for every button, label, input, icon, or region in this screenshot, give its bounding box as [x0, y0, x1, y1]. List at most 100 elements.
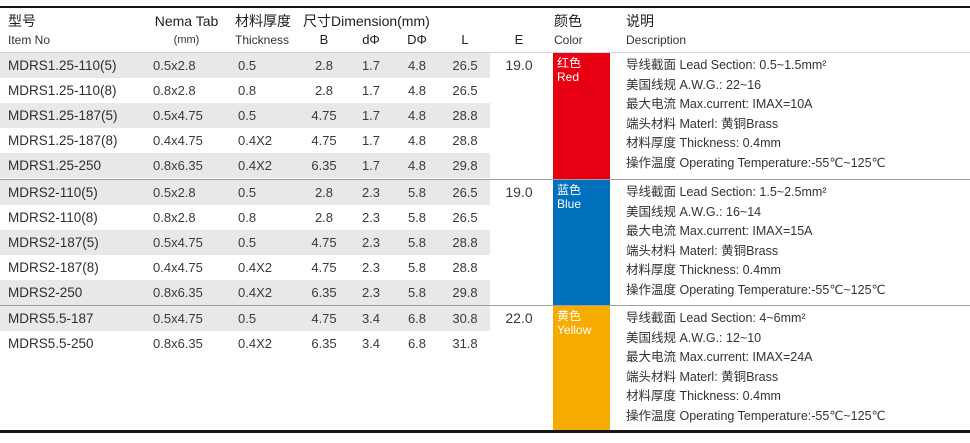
cell-thickness: 0.5 — [238, 235, 257, 250]
description-line: 材料厚度 Thickness: 0.4mm — [626, 263, 781, 277]
cell-d-small: 1.7 — [361, 158, 381, 173]
col-header-nema-tab: Nema Tab (mm) — [145, 8, 228, 52]
table-row: MDRS1.25-110(8) 0.8x2.8 0.8 2.8 1.7 4.8 … — [0, 78, 490, 103]
description-block: 导线截面 Lead Section: 0.5~1.5mm² 美国线规 A.W.G… — [610, 53, 970, 179]
cell-nema-tab: 0.4x4.75 — [153, 133, 203, 148]
cell-d-small: 1.7 — [361, 133, 381, 148]
cell-thickness: 0.5 — [238, 108, 257, 123]
description-line: 端头材料 Materl: 黄铜Brass — [626, 116, 779, 131]
color-swatch-yellow: 黄色 Yellow — [553, 306, 610, 430]
cell-e-value: 19.0 — [505, 184, 533, 200]
description-line: 操作温度 Operating Temperature:-55℃~125℃ — [626, 155, 886, 170]
cell-item-no: MDRS1.25-187(8) — [8, 133, 118, 148]
cell-d-small: 1.7 — [361, 58, 381, 73]
cell-b: 4.75 — [311, 235, 337, 250]
description-line: 导线截面 Lead Section: 0.5~1.5mm² — [626, 58, 827, 72]
description-line: 操作温度 Operating Temperature:-55℃~125℃ — [626, 282, 886, 297]
cell-nema-tab: 0.5x4.75 — [153, 311, 203, 326]
table-row: MDRS1.25-250 0.8x6.35 0.4X2 6.35 1.7 4.8… — [0, 153, 490, 178]
cell-b: 6.35 — [311, 158, 337, 173]
cell-b: 2.8 — [314, 83, 334, 98]
cell-item-no: MDRS1.25-250 — [8, 158, 102, 173]
col-header-thickness: 材料厚度 Thickness — [228, 8, 300, 52]
col-header-d-small: dΦ — [362, 32, 380, 47]
cell-item-no: MDRS5.5-250 — [8, 336, 94, 351]
col-header-color: 颜色 Color — [548, 8, 610, 52]
description-block: 导线截面 Lead Section: 1.5~2.5mm² 美国线规 A.W.G… — [610, 180, 970, 305]
cell-thickness: 0.4X2 — [238, 285, 272, 300]
color-cell: 红色 Red — [548, 53, 610, 179]
spec-group-yellow: MDRS5.5-187 0.5x4.75 0.5 4.75 3.4 6.8 30… — [0, 305, 970, 430]
description-line: 端头材料 Materl: 黄铜Brass — [626, 369, 779, 384]
cell-d-big: 4.8 — [407, 83, 427, 98]
cell-b: 6.35 — [311, 285, 337, 300]
cell-item-no: MDRS1.25-110(5) — [8, 58, 117, 73]
col-header-dimension-label: 尺寸Dimension(mm) — [303, 13, 430, 29]
spec-group-red: MDRS1.25-110(5) 0.5x2.8 0.5 2.8 1.7 4.8 … — [0, 53, 970, 179]
description-block: 导线截面 Lead Section: 4~6mm² 美国线规 A.W.G.: 1… — [610, 306, 970, 430]
cell-nema-tab: 0.5x4.75 — [153, 108, 203, 123]
cell-item-no: MDRS2-110(8) — [8, 210, 98, 225]
cell-d-small: 2.3 — [361, 260, 381, 275]
cell-item-no: MDRS1.25-187(5) — [8, 108, 118, 123]
cell-b: 4.75 — [311, 311, 337, 326]
cell-nema-tab: 0.4x4.75 — [153, 260, 203, 275]
cell-d-big: 4.8 — [407, 108, 427, 123]
cell-d-small: 2.3 — [361, 210, 381, 225]
col-header-l: L — [461, 32, 469, 47]
col-header-item-no-en: Item No — [8, 33, 51, 47]
cell-item-no: MDRS2-250 — [8, 285, 83, 300]
cell-l: 31.8 — [452, 336, 478, 351]
table-row: MDRS2-250 0.8x6.35 0.4X2 6.35 2.3 5.8 29… — [0, 280, 490, 305]
cell-e-value: 22.0 — [505, 310, 533, 326]
table-row: MDRS1.25-110(5) 0.5x2.8 0.5 2.8 1.7 4.8 … — [0, 53, 490, 78]
cell-thickness: 0.4X2 — [238, 260, 272, 275]
col-header-thickness-en: Thickness — [235, 33, 290, 47]
cell-d-small: 2.3 — [361, 235, 381, 250]
cell-thickness: 0.5 — [238, 58, 257, 73]
color-name-zh: 红色 — [557, 56, 582, 70]
cell-b: 4.75 — [311, 260, 337, 275]
cell-l: 26.5 — [452, 58, 478, 73]
color-swatch-red: 红色 Red — [553, 53, 610, 179]
group-rows: MDRS5.5-187 0.5x4.75 0.5 4.75 3.4 6.8 30… — [0, 306, 490, 430]
table-row: MDRS2-110(8) 0.8x2.8 0.8 2.8 2.3 5.8 26.… — [0, 205, 490, 230]
cell-nema-tab: 0.5x2.8 — [153, 185, 196, 200]
cell-l: 26.5 — [452, 83, 478, 98]
cell-e-value: 19.0 — [505, 57, 533, 73]
cell-l: 28.8 — [452, 260, 478, 275]
cell-nema-tab: 0.8x2.8 — [153, 83, 196, 98]
cell-nema-tab: 0.8x6.35 — [153, 336, 203, 351]
col-header-dimension: 尺寸Dimension(mm) B dΦ DΦ L — [300, 8, 490, 52]
table-row: MDRS2-110(5) 0.5x2.8 0.5 2.8 2.3 5.8 26.… — [0, 180, 490, 205]
color-name-zh: 蓝色 — [557, 183, 582, 197]
group-rows: MDRS1.25-110(5) 0.5x2.8 0.5 2.8 1.7 4.8 … — [0, 53, 490, 179]
cell-d-small: 1.7 — [361, 108, 381, 123]
cell-thickness: 0.4X2 — [238, 133, 272, 148]
description-line: 最大电流 Max.current: IMAX=15A — [626, 224, 813, 238]
cell-nema-tab: 0.5x4.75 — [153, 235, 203, 250]
cell-l: 28.8 — [452, 108, 478, 123]
cell-l: 29.8 — [452, 285, 478, 300]
cell-thickness: 0.4X2 — [238, 336, 272, 351]
col-header-e-label: E — [514, 32, 524, 47]
color-name-zh: 黄色 — [557, 309, 582, 323]
cell-d-big: 5.8 — [407, 185, 427, 200]
cell-nema-tab: 0.5x2.8 — [153, 58, 196, 73]
cell-thickness: 0.4X2 — [238, 158, 272, 173]
cell-b: 4.75 — [311, 108, 337, 123]
table-row: MDRS5.5-250 0.8x6.35 0.4X2 6.35 3.4 6.8 … — [0, 331, 490, 356]
cell-l: 28.8 — [452, 235, 478, 250]
group-rows: MDRS2-110(5) 0.5x2.8 0.5 2.8 2.3 5.8 26.… — [0, 180, 490, 305]
cell-d-big: 4.8 — [407, 133, 427, 148]
col-header-color-zh: 颜色 — [554, 13, 582, 29]
col-header-color-en: Color — [554, 33, 583, 47]
cell-thickness: 0.5 — [238, 185, 257, 200]
cell-item-no: MDRS5.5-187 — [8, 311, 94, 326]
cell-d-big: 6.8 — [407, 336, 427, 351]
color-swatch-blue: 蓝色 Blue — [553, 180, 610, 305]
cell-d-small: 2.3 — [361, 285, 381, 300]
cell-b: 6.35 — [311, 336, 337, 351]
cell-nema-tab: 0.8x2.8 — [153, 210, 196, 225]
cell-b: 2.8 — [314, 58, 334, 73]
